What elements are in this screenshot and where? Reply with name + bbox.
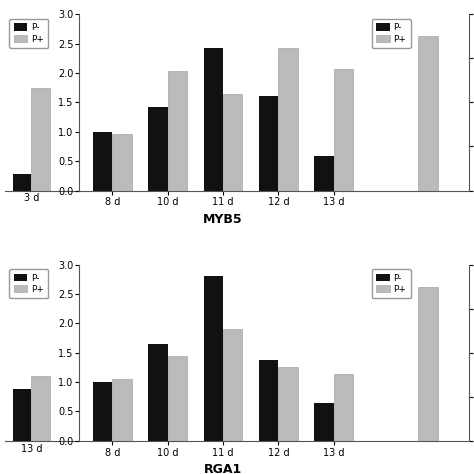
Legend: P-, P+: P-, P+ <box>372 19 410 48</box>
Bar <box>334 374 353 441</box>
Bar <box>112 379 132 441</box>
Bar <box>418 287 438 441</box>
Bar <box>334 69 353 191</box>
Bar <box>13 174 31 191</box>
Bar <box>259 360 278 441</box>
Bar <box>168 356 187 441</box>
Bar <box>314 402 334 441</box>
Legend: P-, P+: P-, P+ <box>9 269 48 298</box>
Bar <box>13 389 31 441</box>
Bar <box>418 36 438 191</box>
Bar <box>204 48 223 191</box>
Bar <box>93 132 112 191</box>
Bar <box>112 134 132 191</box>
Bar <box>278 48 298 191</box>
Bar <box>278 367 298 441</box>
Bar <box>168 71 187 191</box>
Bar <box>204 276 223 441</box>
Bar <box>148 344 168 441</box>
Bar <box>314 156 334 191</box>
Bar <box>259 97 278 191</box>
X-axis label: RGA1: RGA1 <box>204 463 242 474</box>
Bar <box>31 376 50 441</box>
Bar <box>148 107 168 191</box>
Bar <box>223 93 242 191</box>
Bar <box>93 382 112 441</box>
Bar <box>31 88 50 191</box>
Legend: P-, P+: P-, P+ <box>9 19 48 48</box>
Bar <box>223 329 242 441</box>
X-axis label: MYB5: MYB5 <box>203 213 243 226</box>
Legend: P-, P+: P-, P+ <box>372 269 410 298</box>
